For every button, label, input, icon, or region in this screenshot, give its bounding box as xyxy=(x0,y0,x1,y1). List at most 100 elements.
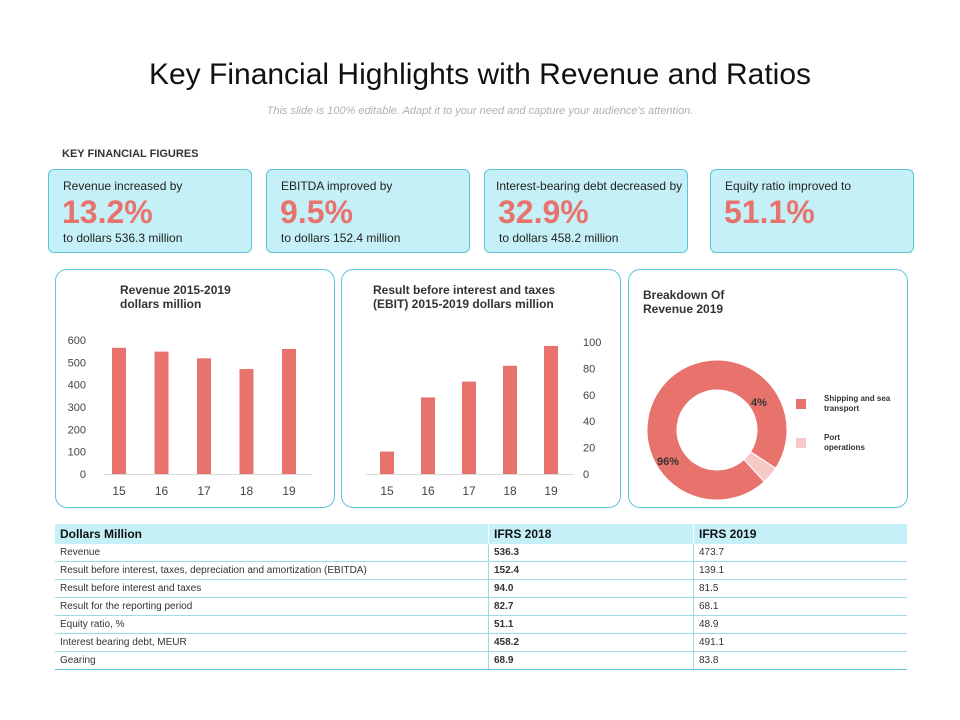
table-cell: 536.3 xyxy=(488,544,694,562)
pie-slice xyxy=(646,359,788,501)
y-tick-label: 40 xyxy=(583,416,595,428)
y-tick-label: 100 xyxy=(583,337,601,349)
x-tick-label: 19 xyxy=(282,484,296,498)
kpi-label: EBITDA improved by xyxy=(281,179,393,193)
table-row: Revenue 536.3 473.7 xyxy=(55,544,907,562)
kpi-card-debt: Interest-bearing debt decreased by 32.9%… xyxy=(484,169,688,253)
x-tick-label: 19 xyxy=(544,484,558,498)
table-cell: 83.8 xyxy=(693,651,907,670)
bar xyxy=(380,451,394,474)
x-tick-label: 17 xyxy=(197,484,211,498)
y-tick-label: 100 xyxy=(68,447,86,459)
revenue-bar-chart: 0 100 200 300 400 500 600 15 16 17 18 19 xyxy=(68,335,312,498)
kpi-subtext: to dollars 536.3 million xyxy=(63,231,183,245)
table-cell: 68.9 xyxy=(488,651,694,670)
table-row: Result before interest and taxes 94.0 81.5 xyxy=(55,579,907,598)
y-tick-label: 0 xyxy=(583,469,589,481)
legend-swatch xyxy=(796,438,806,448)
table-cell: 51.1 xyxy=(488,615,694,634)
table-cell: 458.2 xyxy=(488,633,694,652)
kpi-value: 51.1% xyxy=(724,194,815,230)
table-cell: 139.1 xyxy=(693,561,907,580)
data-label: 96% xyxy=(657,456,679,468)
bar xyxy=(503,365,517,474)
y-tick-label: 600 xyxy=(68,335,86,347)
bar xyxy=(544,345,558,474)
table-cell: Result for the reporting period xyxy=(55,597,489,616)
table-cell: 82.7 xyxy=(488,597,694,616)
ebit-bar-chart: 0 20 40 60 80 100 15 16 17 18 19 xyxy=(366,337,601,498)
x-tick-label: 18 xyxy=(240,484,254,498)
chart-title: Revenue 2015-2019 dollars million xyxy=(120,283,231,311)
y-tick-label: 80 xyxy=(583,363,595,375)
kpi-card-ebitda: EBITDA improved by 9.5% to dollars 152.4… xyxy=(266,169,470,253)
bar xyxy=(197,358,211,474)
page-subtitle: This slide is 100% editable. Adapt it to… xyxy=(266,105,694,117)
y-tick-label: 300 xyxy=(68,402,86,414)
table-cell: 48.9 xyxy=(693,615,907,634)
kpi-card-revenue: Revenue increased by 13.2% to dollars 53… xyxy=(48,169,252,253)
table-cell: 473.7 xyxy=(693,544,907,562)
legend-label-line: Shipping and sea xyxy=(824,394,891,403)
section-label: KEY FINANCIAL FIGURES xyxy=(62,148,199,160)
table-cell: Result before interest and taxes xyxy=(55,579,489,598)
table-row: Gearing 68.9 83.8 xyxy=(55,651,907,670)
table-cell: Result before interest, taxes, depreciat… xyxy=(55,561,489,580)
pie-slice xyxy=(743,451,777,483)
legend-label-line: operations xyxy=(824,443,865,452)
table-cell: Gearing xyxy=(55,651,489,670)
kpi-label: Interest-bearing debt decreased by xyxy=(496,179,683,193)
table-header-cell: IFRS 2019 xyxy=(693,524,907,544)
kpi-label: Revenue increased by xyxy=(63,179,183,193)
bar xyxy=(282,348,296,474)
legend-swatch xyxy=(796,399,806,409)
x-tick-label: 17 xyxy=(462,484,476,498)
y-tick-label: 200 xyxy=(68,424,86,436)
kpi-value: 9.5% xyxy=(280,194,353,230)
legend-label-line: transport xyxy=(824,404,859,413)
y-tick-label: 500 xyxy=(68,357,86,369)
page-title: Key Financial Highlights with Revenue an… xyxy=(148,58,812,91)
x-tick-label: 15 xyxy=(380,484,394,498)
kpi-value: 13.2% xyxy=(62,194,153,230)
revenue-chart-panel: Revenue 2015-2019 dollars million 0 100 20… xyxy=(55,269,335,508)
ebit-chart-panel: Result before interest and taxes (EBIT) … xyxy=(341,269,621,508)
legend-label-line: Port xyxy=(824,433,840,442)
table-header-cell: Dollars Million xyxy=(55,524,489,544)
bar xyxy=(421,397,435,474)
bar xyxy=(239,369,254,474)
x-tick-label: 16 xyxy=(421,484,435,498)
y-tick-label: 400 xyxy=(68,380,86,392)
kpi-subtext: to dollars 152.4 million xyxy=(281,231,401,245)
table-cell: 81.5 xyxy=(693,579,907,598)
x-tick-label: 15 xyxy=(112,484,126,498)
kpi-label: Equity ratio improved to xyxy=(725,179,852,193)
kpi-subtext: to dollars 458.2 million xyxy=(499,231,619,245)
table-cell: 491.1 xyxy=(693,633,907,652)
chart-title: Result before interest and taxes (EBIT) … xyxy=(373,283,556,311)
table-row: Result for the reporting period 82.7 68.1 xyxy=(55,597,907,616)
table-row: Result before interest, taxes, depreciat… xyxy=(55,561,907,580)
kpi-value: 32.9% xyxy=(498,194,589,230)
table-cell: 94.0 xyxy=(488,579,694,598)
table-cell: Equity ratio, % xyxy=(55,615,489,634)
bar xyxy=(154,351,169,474)
financial-table: Dollars Million IFRS 2018 IFRS 2019 Reve… xyxy=(55,524,907,670)
x-tick-label: 18 xyxy=(503,484,517,498)
table-cell: Revenue xyxy=(55,544,489,562)
y-tick-label: 20 xyxy=(583,443,595,455)
y-tick-label: 60 xyxy=(583,390,595,402)
chart-title: Breakdown Of Revenue 2019 xyxy=(643,288,725,316)
table-cell: 152.4 xyxy=(488,561,694,580)
y-tick-label: 0 xyxy=(80,469,86,481)
kpi-card-equity: Equity ratio improved to 51.1% xyxy=(710,169,914,253)
table-row: Interest bearing debt, MEUR 458.2 491.1 xyxy=(55,633,907,652)
data-label: 4% xyxy=(751,397,767,409)
bar xyxy=(112,347,126,474)
table-cell: 68.1 xyxy=(693,597,907,616)
table-header-cell: IFRS 2018 xyxy=(488,524,694,544)
table-row: Equity ratio, % 51.1 48.9 xyxy=(55,615,907,634)
table-header-row: Dollars Million IFRS 2018 IFRS 2019 xyxy=(55,524,907,544)
bar xyxy=(462,381,476,474)
